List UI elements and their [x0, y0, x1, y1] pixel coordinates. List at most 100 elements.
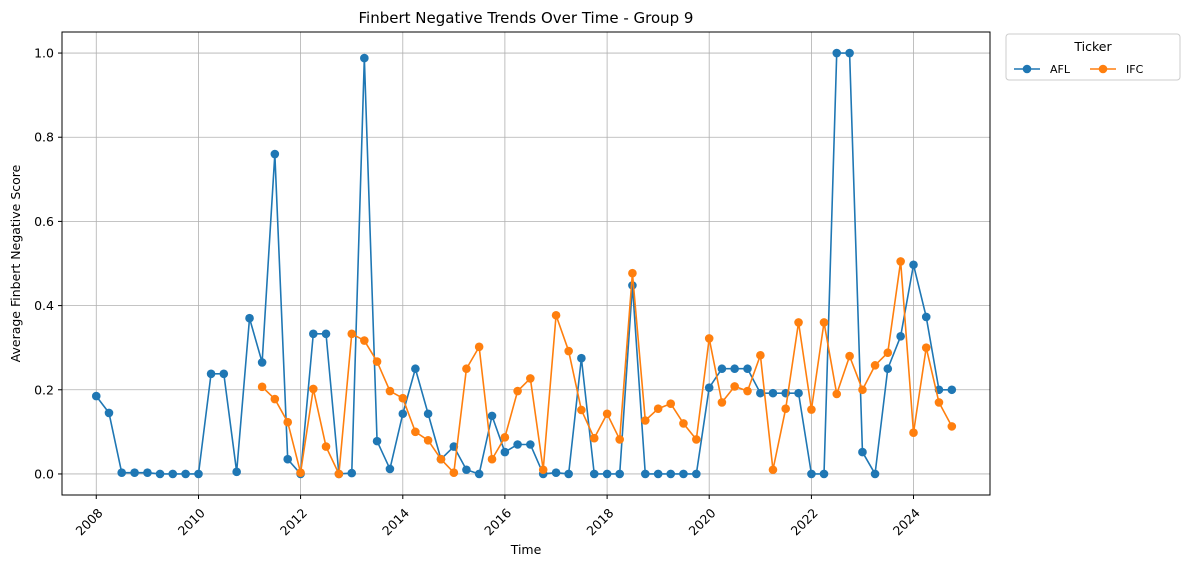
data-point [845, 351, 854, 361]
data-point [296, 468, 305, 477]
data-point [309, 384, 318, 394]
x-tick-label: 2008 [73, 505, 106, 538]
data-point [130, 468, 139, 477]
data-point [666, 469, 676, 479]
data-point [347, 329, 357, 339]
data-point [155, 469, 165, 479]
series-ifc [257, 257, 957, 479]
data-point [500, 447, 510, 457]
data-point [717, 364, 727, 374]
data-point [743, 364, 752, 374]
data-point [398, 409, 408, 419]
data-point [883, 364, 893, 374]
x-tick-label: 2018 [583, 505, 616, 538]
data-point [909, 260, 918, 270]
data-point [807, 405, 816, 414]
data-point [730, 364, 739, 374]
data-point [411, 364, 420, 374]
x-tick-label: 2014 [379, 505, 412, 538]
legend-item-ifc: IFC [1090, 63, 1144, 76]
data-point [883, 348, 893, 358]
x-tick-label: 2020 [685, 505, 718, 538]
data-point [462, 465, 471, 475]
y-tick-label: 0.2 [34, 382, 54, 397]
data-point [653, 404, 663, 414]
data-point [628, 281, 637, 290]
data-point [870, 469, 880, 479]
x-axis: 2008 2010 2012 2014 2016 2018 2020 2022 2024 [73, 495, 923, 538]
data-point [551, 468, 561, 477]
data-point [615, 469, 624, 479]
data-point [794, 388, 803, 398]
y-tick-label: 0.4 [34, 298, 54, 313]
data-point [679, 419, 688, 428]
data-point [474, 469, 484, 479]
y-axis: 0.0 0.2 0.4 0.6 0.8 1.0 [34, 46, 62, 481]
data-point [896, 257, 905, 266]
y-tick-label: 0.6 [34, 214, 54, 229]
data-point [104, 408, 114, 418]
data-point [309, 329, 318, 339]
data-point [832, 389, 842, 399]
data-point [640, 416, 650, 425]
data-point [487, 411, 497, 421]
x-tick-label: 2016 [481, 505, 514, 538]
data-point [666, 399, 676, 408]
data-point [526, 440, 535, 449]
data-point [934, 398, 944, 407]
data-point [398, 393, 408, 403]
legend-item-afl: AFL [1014, 63, 1071, 76]
data-point [270, 149, 280, 159]
legend-label: IFC [1126, 63, 1144, 76]
data-point [334, 469, 344, 479]
data-point [257, 382, 267, 392]
data-point [653, 469, 663, 479]
data-point [730, 382, 739, 391]
data-point [423, 435, 433, 445]
data-point [513, 386, 522, 396]
x-axis-label: Time [510, 542, 542, 557]
data-point [385, 386, 395, 396]
data-point [194, 469, 203, 479]
data-point [692, 469, 701, 479]
data-point [168, 469, 178, 479]
data-point [794, 318, 803, 327]
data-point [411, 427, 420, 437]
data-point [360, 336, 369, 345]
data-point [257, 358, 267, 367]
y-tick-label: 1.0 [34, 46, 54, 61]
data-point [679, 469, 688, 479]
data-point [602, 409, 612, 419]
grid [62, 32, 990, 495]
data-point [717, 398, 727, 407]
data-point [219, 369, 229, 379]
data-point [91, 391, 101, 401]
legend-title: Ticker [1073, 39, 1112, 54]
data-point [232, 467, 241, 477]
data-point [538, 465, 548, 475]
series-layer [91, 48, 957, 479]
data-point [947, 385, 957, 395]
data-point [589, 469, 599, 479]
data-point [921, 343, 931, 352]
data-point [321, 442, 331, 451]
plot-area [61, 31, 991, 496]
data-point [819, 469, 829, 479]
data-point [462, 364, 471, 374]
series-afl [91, 48, 957, 479]
data-point [526, 374, 535, 383]
data-point [143, 468, 152, 477]
legend-frame [1005, 33, 1181, 81]
data-point [117, 468, 127, 477]
x-tick-label: 2010 [175, 505, 208, 538]
data-point [564, 346, 573, 356]
y-axis-label: Average Finbert Negative Score [8, 164, 23, 362]
series-line [95, 52, 952, 475]
data-point [577, 405, 586, 415]
x-tick-label: 2012 [277, 505, 310, 538]
legend-marker [1022, 64, 1032, 74]
data-point [589, 433, 599, 443]
data-point [436, 454, 446, 464]
data-point [921, 312, 931, 322]
